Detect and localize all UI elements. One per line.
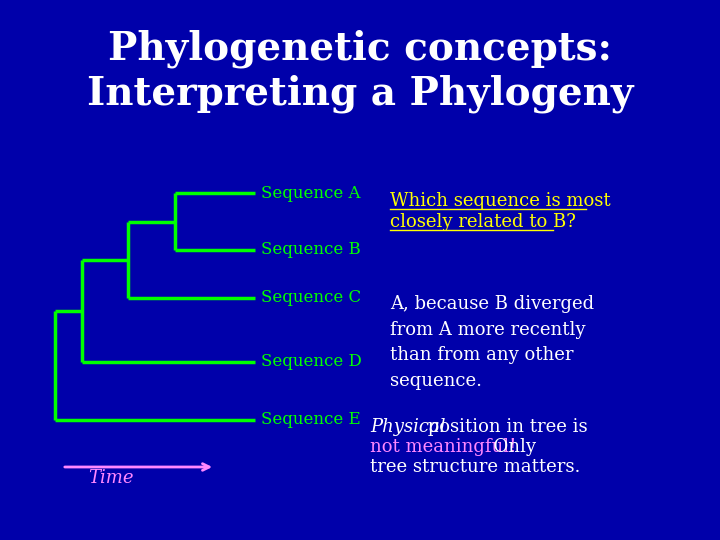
Text: not meaningful!: not meaningful! [370,438,516,456]
Text: A, because B diverged
from A more recently
than from any other
sequence.: A, because B diverged from A more recent… [390,295,594,390]
Text: position in tree is: position in tree is [422,418,588,436]
Text: Sequence D: Sequence D [261,354,362,370]
Text: Sequence E: Sequence E [261,411,361,429]
Text: tree structure matters.: tree structure matters. [370,458,580,476]
Text: Sequence C: Sequence C [261,289,361,307]
Text: Sequence B: Sequence B [261,241,361,259]
Text: Sequence A: Sequence A [261,185,361,201]
Text: Physical: Physical [370,418,446,436]
Text: Which sequence is most: Which sequence is most [390,192,611,210]
Text: Phylogenetic concepts:
Interpreting a Phylogeny: Phylogenetic concepts: Interpreting a Ph… [86,30,634,113]
Text: Time: Time [88,469,133,487]
Text: Only: Only [482,438,536,456]
Text: closely related to B?: closely related to B? [390,213,576,231]
